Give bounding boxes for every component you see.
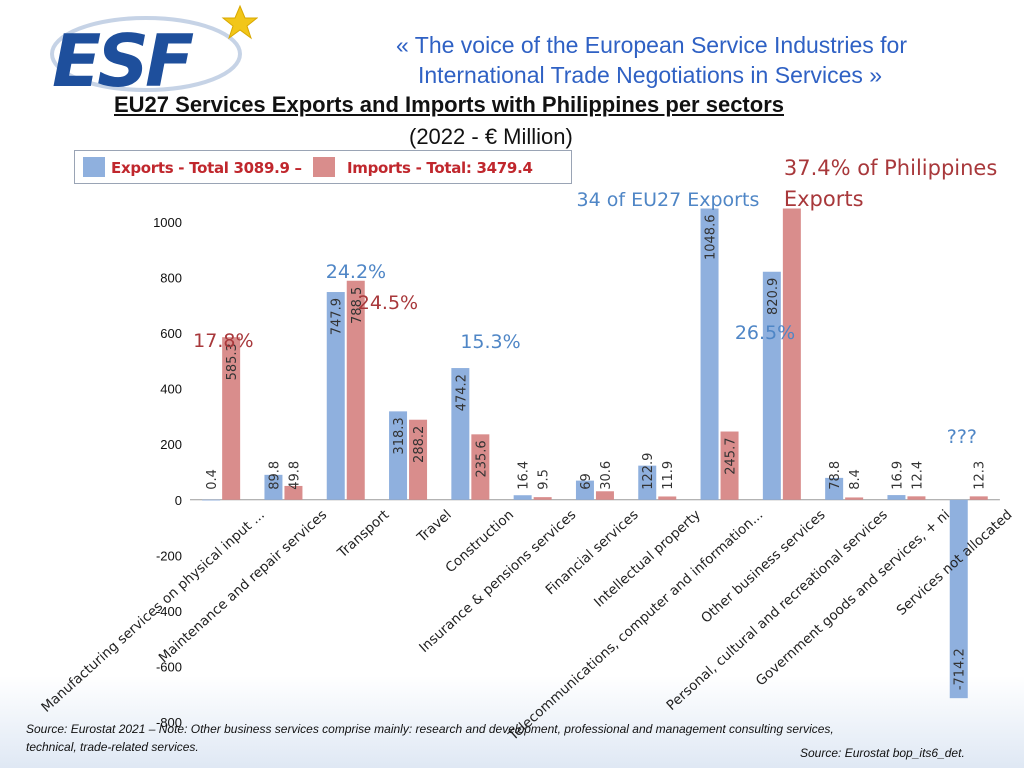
value-label-exports: 16.4 [517, 461, 532, 490]
bar-exports [202, 499, 221, 501]
bar-imports [595, 491, 614, 500]
value-label-imports: 788.5 [350, 287, 365, 324]
annotation-label: 26.5% [735, 322, 795, 344]
bar-exports [513, 495, 532, 500]
bar-imports [284, 485, 303, 500]
value-label-exports: 16.9 [890, 461, 905, 490]
bar-exports [451, 368, 470, 500]
y-tick-label: 200 [160, 437, 182, 452]
bar-exports [762, 271, 781, 500]
bar-exports [700, 208, 719, 500]
value-label-imports: 12.4 [910, 461, 925, 490]
bar-imports [845, 497, 864, 500]
value-label-imports: 12.3 [973, 461, 988, 490]
legend-swatch-imports [313, 157, 335, 177]
value-label-exports: 474.2 [454, 374, 469, 411]
bar-imports [533, 497, 552, 500]
value-label-exports: 69 [579, 473, 594, 490]
bar-exports [389, 411, 408, 500]
value-label-exports: 89.8 [267, 461, 282, 490]
y-tick-label: -600 [156, 659, 182, 674]
bar-imports [720, 431, 739, 500]
value-label-imports: 30.6 [599, 461, 614, 490]
star-icon [221, 4, 258, 40]
value-label-imports: 9.5 [537, 469, 552, 490]
value-label-exports: 122.9 [641, 453, 656, 490]
y-tick-label: 400 [160, 382, 182, 397]
value-label-imports: 245.7 [724, 438, 739, 475]
logo-swoosh [50, 16, 242, 92]
category-layer: Manufacturing services on physical input… [38, 507, 1015, 745]
y-tick-label: -200 [156, 548, 182, 563]
source-note: Source: Eurostat bop_its6_det. [800, 746, 965, 760]
value-label-imports: 11.9 [661, 461, 676, 490]
label-layer: 0.4 89.8 747.9 318.3 474.2 16.4 69 122.9 1048.6 8… [205, 215, 988, 691]
bar-exports [264, 474, 283, 500]
bar-imports [969, 496, 988, 500]
value-label-imports: 288.2 [412, 426, 427, 463]
bar-exports [575, 480, 594, 500]
logo-text: ESF [52, 19, 194, 94]
value-label-exports: 820.9 [766, 278, 781, 315]
value-label-imports: 8.4 [848, 469, 863, 490]
legend-label-imports: Imports - Total: 3479.4 [347, 159, 533, 177]
y-tick-label: 1000 [153, 215, 182, 230]
bar-imports [782, 208, 801, 500]
category-label: Intellectual property [591, 507, 704, 611]
value-label-exports: 0.4 [205, 469, 220, 490]
bar-imports [907, 496, 926, 500]
axis-layer: 1000 800 600 400 200 0 -200 -400 -600 -800 [153, 215, 1000, 730]
tagline-line2: International Trade Negotiations in Serv… [418, 62, 883, 88]
bar-exports [949, 499, 968, 699]
bar-imports [658, 496, 677, 500]
bar-exports [638, 465, 657, 500]
annotation-label: 15.3% [460, 331, 520, 353]
value-label-exports: 318.3 [392, 417, 407, 454]
chart-title: EU27 Services Exports and Imports with P… [114, 92, 784, 117]
value-label-exports: 78.8 [828, 461, 843, 490]
bar-exports [887, 495, 906, 500]
annotation-label: 24.2% [326, 261, 386, 283]
value-label-exports: -714.2 [953, 648, 968, 690]
chart-legend: Exports - Total 3089.9 – Imports - Total… [74, 150, 572, 184]
footnote-line1: Source: Eurostat 2021 – Note: Other busi… [26, 722, 834, 736]
legend-label-exports: Exports - Total 3089.9 – [111, 159, 302, 177]
y-tick-label: -400 [156, 604, 182, 619]
category-label: Transport [334, 507, 393, 562]
y-tick-label: 600 [160, 326, 182, 341]
value-label-exports: 747.9 [330, 298, 345, 335]
category-label: Travel [413, 507, 454, 546]
value-label-imports: 49.8 [287, 461, 302, 490]
bar-layer [202, 208, 988, 699]
esf-logo: ESF [50, 4, 258, 94]
bar-imports [471, 434, 490, 500]
category-label: Manufacturing services on physical input… [38, 507, 267, 716]
bar-exports [326, 292, 345, 500]
annotation-layer: 17.8% 24.2% 24.5% 15.3% 34 of EU27 Exports 26… [193, 156, 997, 448]
value-label-imports: 235.6 [474, 440, 489, 477]
annotation-label: 24.5% [358, 292, 418, 314]
annotation-label: 17.8% [193, 330, 253, 352]
bar-imports [409, 419, 428, 500]
chart-subtitle: (2022 - € Million) [409, 124, 573, 149]
annotation-label: 34 of EU27 Exports [577, 189, 760, 211]
value-label-exports: 1048.6 [704, 215, 719, 261]
bar-imports [346, 280, 365, 500]
tagline-line1: « The voice of the European Service Indu… [396, 32, 907, 58]
value-label-imports: 585.3 [225, 343, 240, 380]
bar-exports [825, 477, 844, 500]
y-tick-label: 0 [175, 493, 182, 508]
annotation-label: ??? [947, 426, 977, 448]
annotation-label: 37.4% of Philippines [784, 156, 997, 180]
bar-imports [222, 337, 241, 500]
footnote-line2: technical, trade-related services. [26, 740, 199, 754]
category-label: Personal, cultural and recreational serv… [664, 507, 891, 714]
y-tick-label: -800 [156, 715, 182, 730]
legend-swatch-exports [83, 157, 105, 177]
y-tick-label: 800 [160, 271, 182, 286]
category-label: Other business services [698, 507, 828, 627]
annotation-label: Exports [784, 187, 864, 211]
